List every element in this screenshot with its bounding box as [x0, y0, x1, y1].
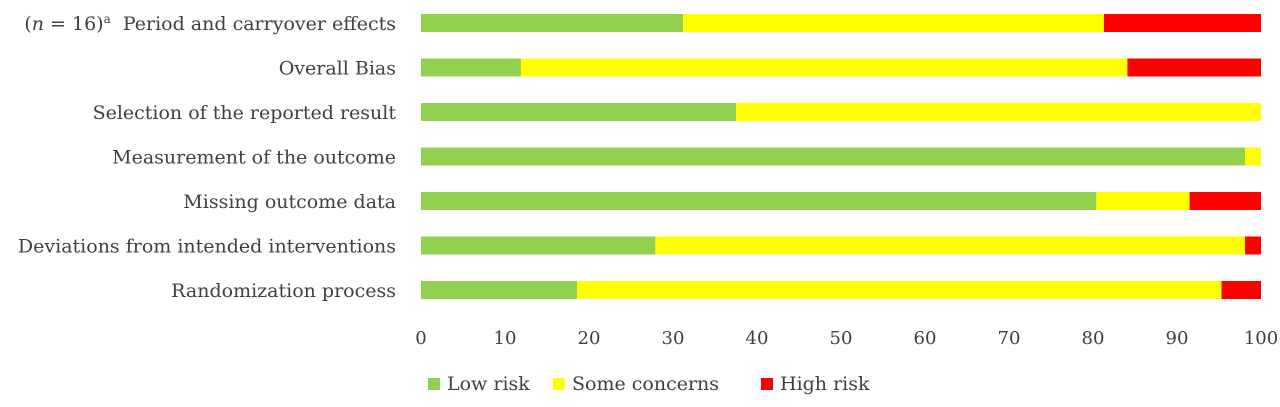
bar-segment-high-risk-row-4 — [1189, 192, 1261, 210]
x-tick-label-0: 0 — [415, 328, 426, 349]
bar-segment-high-risk-row-1 — [1127, 58, 1261, 77]
x-tick-label-70: 70 — [998, 328, 1021, 349]
x-tick-label-100: 100 — [1244, 328, 1278, 349]
bar-segment-low-risk-row-6 — [421, 281, 578, 299]
legend-swatch-high-risk — [761, 378, 773, 390]
x-tick-label-60: 60 — [914, 328, 937, 349]
category-labels: (n = 16)a Period and carryover effects Ov… — [18, 12, 396, 302]
category-label-1: Overall Bias — [279, 58, 396, 80]
category-label-0: (n = 16)a Period and carryover effects — [24, 12, 396, 35]
bar-segment-some-concerns-row-3 — [1245, 147, 1261, 166]
bar-segment-some-concerns-row-0 — [683, 14, 1104, 32]
x-tick-label-40: 40 — [746, 328, 769, 349]
legend-swatch-some-concerns — [553, 378, 565, 390]
x-tick-label-50: 50 — [830, 328, 853, 349]
bar-segment-some-concerns-row-1 — [520, 58, 1128, 77]
category-label-2: Selection of the reported result — [93, 102, 397, 124]
legend-swatch-low-risk — [428, 378, 440, 390]
category-label-4: Missing outcome data — [183, 191, 396, 213]
bar-segment-some-concerns-row-4 — [1096, 192, 1190, 210]
bar-segment-some-concerns-row-5 — [655, 236, 1246, 255]
category-label-6: Randomization process — [171, 280, 396, 302]
bar-segment-high-risk-row-0 — [1103, 14, 1261, 32]
bar-segment-high-risk-row-5 — [1245, 236, 1261, 255]
x-axis-ticks: 0 10 20 30 40 50 60 70 80 90 100 — [415, 328, 1278, 349]
bar-segment-low-risk-row-1 — [421, 58, 521, 77]
legend-label-low-risk: Low risk — [447, 373, 530, 395]
bars-group — [421, 14, 1261, 299]
category-label-3: Measurement of the outcome — [112, 147, 396, 169]
x-tick-label-10: 10 — [494, 328, 517, 349]
bar-segment-high-risk-row-6 — [1221, 281, 1261, 299]
bar-segment-low-risk-row-0 — [421, 14, 684, 32]
category-label-5: Deviations from intended interventions — [18, 236, 396, 258]
legend-label-high-risk: High risk — [780, 373, 870, 395]
x-tick-label-20: 20 — [578, 328, 601, 349]
legend-label-some-concerns: Some concerns — [572, 373, 719, 395]
x-tick-label-30: 30 — [662, 328, 685, 349]
bar-segment-some-concerns-row-6 — [577, 281, 1222, 299]
legend: Low risk Some concerns High risk — [428, 373, 870, 395]
bar-segment-low-risk-row-3 — [421, 147, 1246, 166]
x-tick-label-90: 90 — [1166, 328, 1189, 349]
x-tick-label-80: 80 — [1082, 328, 1105, 349]
bar-segment-low-risk-row-2 — [421, 103, 736, 121]
bar-segment-low-risk-row-5 — [421, 236, 656, 255]
bar-segment-some-concerns-row-2 — [736, 103, 1261, 121]
bar-segment-low-risk-row-4 — [421, 192, 1097, 210]
